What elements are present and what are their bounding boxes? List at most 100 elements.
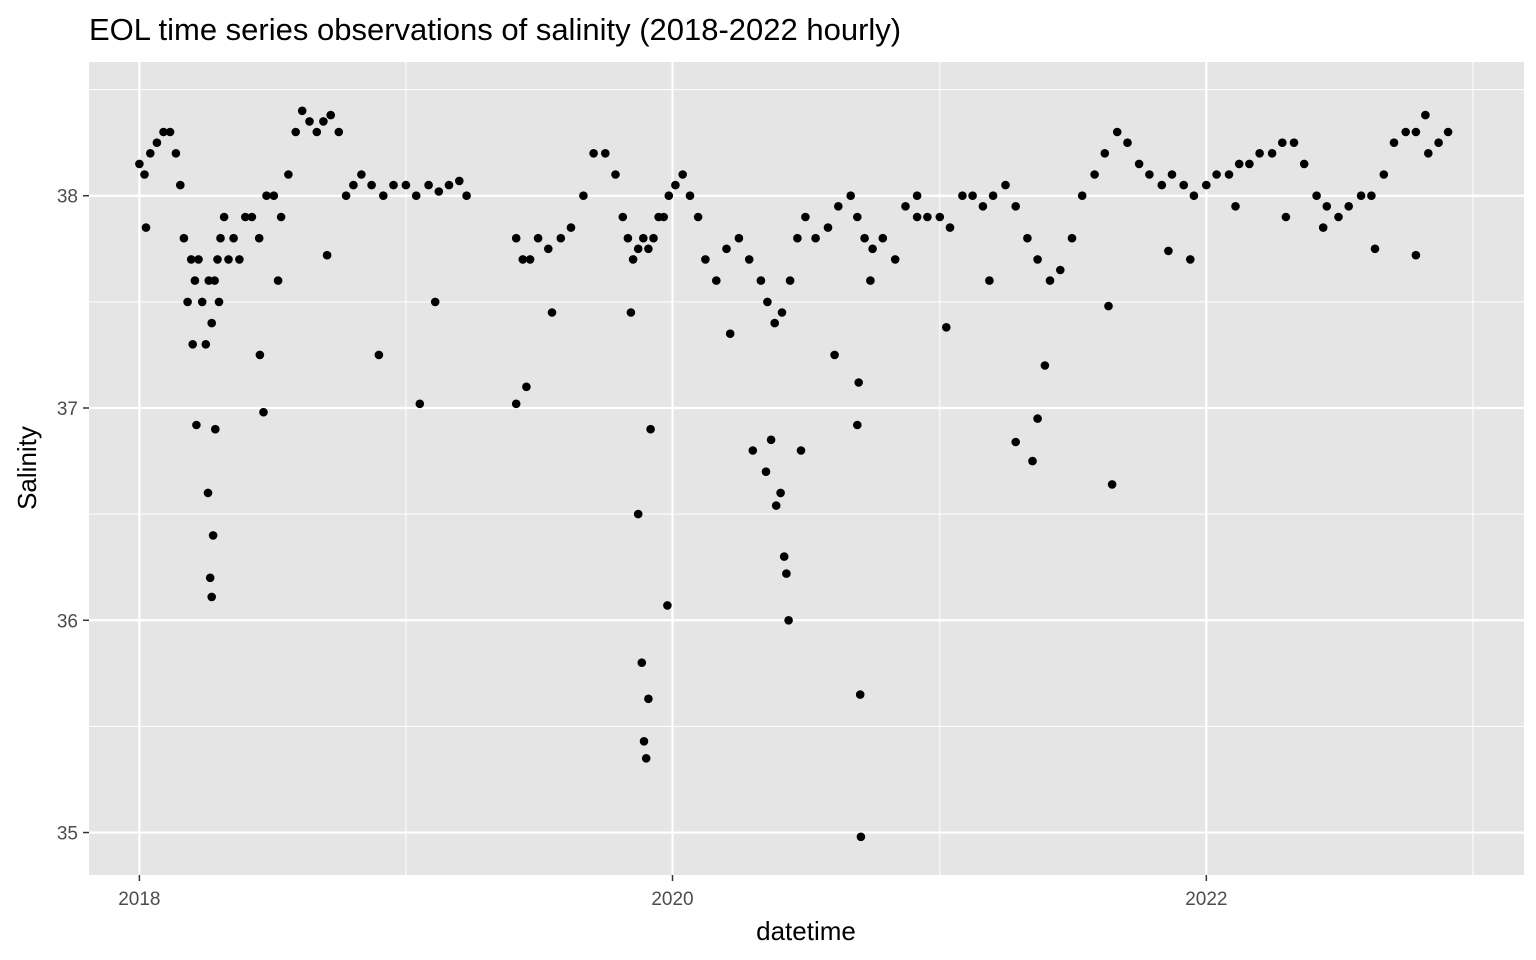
data-point: [389, 180, 398, 190]
data-point: [1104, 301, 1113, 311]
data-point: [988, 191, 998, 200]
x-axis-title: datetime: [756, 916, 856, 946]
data-point: [1164, 246, 1173, 256]
data-point: [1157, 180, 1167, 190]
data-point: [1281, 212, 1291, 222]
data-point: [678, 170, 687, 179]
data-point: [1123, 138, 1132, 147]
data-point: [639, 233, 648, 243]
data-point: [1299, 159, 1309, 169]
data-point: [207, 592, 216, 602]
data-point: [140, 170, 149, 179]
data-point: [855, 690, 865, 699]
data-point: [935, 212, 945, 222]
data-point: [241, 212, 250, 222]
data-point: [1424, 149, 1433, 158]
data-point: [782, 569, 791, 578]
data-point: [1443, 127, 1453, 137]
data-point: [776, 488, 785, 498]
data-point: [214, 297, 224, 307]
data-point: [273, 276, 283, 285]
data-point: [1179, 180, 1188, 190]
data-point: [1370, 244, 1380, 254]
data-point: [1107, 480, 1117, 489]
data-point: [756, 276, 766, 285]
data-point: [424, 180, 433, 190]
data-point: [210, 276, 219, 285]
data-point: [379, 191, 388, 200]
data-point: [685, 191, 695, 200]
data-point: [637, 658, 647, 667]
data-point: [1056, 265, 1065, 275]
data-point: [291, 127, 301, 137]
data-point: [777, 308, 787, 317]
chart-title: EOL time series observations of salinity…: [89, 12, 901, 47]
data-point: [444, 180, 454, 190]
data-point: [190, 276, 200, 285]
data-point: [779, 552, 789, 561]
data-point: [556, 233, 566, 243]
data-point: [712, 276, 721, 285]
data-point: [890, 255, 900, 264]
data-point: [357, 170, 366, 179]
data-point: [1090, 170, 1099, 179]
data-point: [511, 399, 521, 409]
data-point: [411, 191, 421, 200]
data-point: [868, 244, 877, 254]
data-point: [579, 191, 588, 200]
data-point: [639, 737, 649, 746]
data-point: [259, 407, 268, 417]
data-point: [1231, 202, 1240, 211]
data-point: [194, 255, 203, 264]
data-point: [401, 180, 411, 190]
data-point: [322, 250, 332, 260]
data-point: [334, 127, 344, 137]
plot-panel: [89, 62, 1524, 875]
data-point: [152, 138, 162, 147]
data-point: [1367, 191, 1376, 200]
data-point: [770, 318, 779, 328]
data-point: [628, 255, 638, 264]
data-point: [611, 170, 620, 179]
data-point: [945, 223, 955, 232]
data-point: [801, 212, 810, 222]
data-point: [533, 233, 543, 243]
y-tick-label: 35: [57, 824, 78, 845]
data-point: [854, 378, 863, 387]
data-point: [1234, 159, 1244, 169]
data-point: [276, 212, 286, 222]
data-point: [247, 212, 257, 222]
data-point: [326, 110, 336, 120]
data-point: [183, 297, 192, 307]
data-point: [671, 180, 680, 190]
data-point: [1411, 127, 1421, 137]
data-point: [766, 435, 776, 445]
data-point: [968, 191, 977, 200]
data-point: [219, 212, 229, 222]
data-point: [176, 180, 185, 190]
data-point: [1189, 191, 1199, 200]
data-point: [942, 323, 951, 332]
data-point: [644, 694, 653, 704]
data-point: [255, 350, 265, 360]
data-point: [853, 420, 862, 430]
data-point: [229, 233, 238, 243]
data-point: [135, 159, 144, 169]
data-point: [1224, 170, 1234, 179]
data-point: [901, 202, 910, 211]
data-point: [159, 127, 168, 137]
data-point: [649, 233, 658, 243]
data-point: [511, 233, 521, 243]
data-point: [830, 350, 839, 360]
data-point: [224, 255, 233, 264]
data-point: [1278, 138, 1287, 147]
data-point: [312, 127, 322, 137]
data-point: [434, 187, 444, 196]
data-point: [923, 212, 932, 222]
data-point: [1389, 138, 1399, 147]
data-point: [415, 399, 425, 409]
data-point: [211, 424, 220, 434]
data-point: [1067, 233, 1077, 243]
data-point: [269, 191, 279, 200]
data-point: [1255, 149, 1264, 158]
